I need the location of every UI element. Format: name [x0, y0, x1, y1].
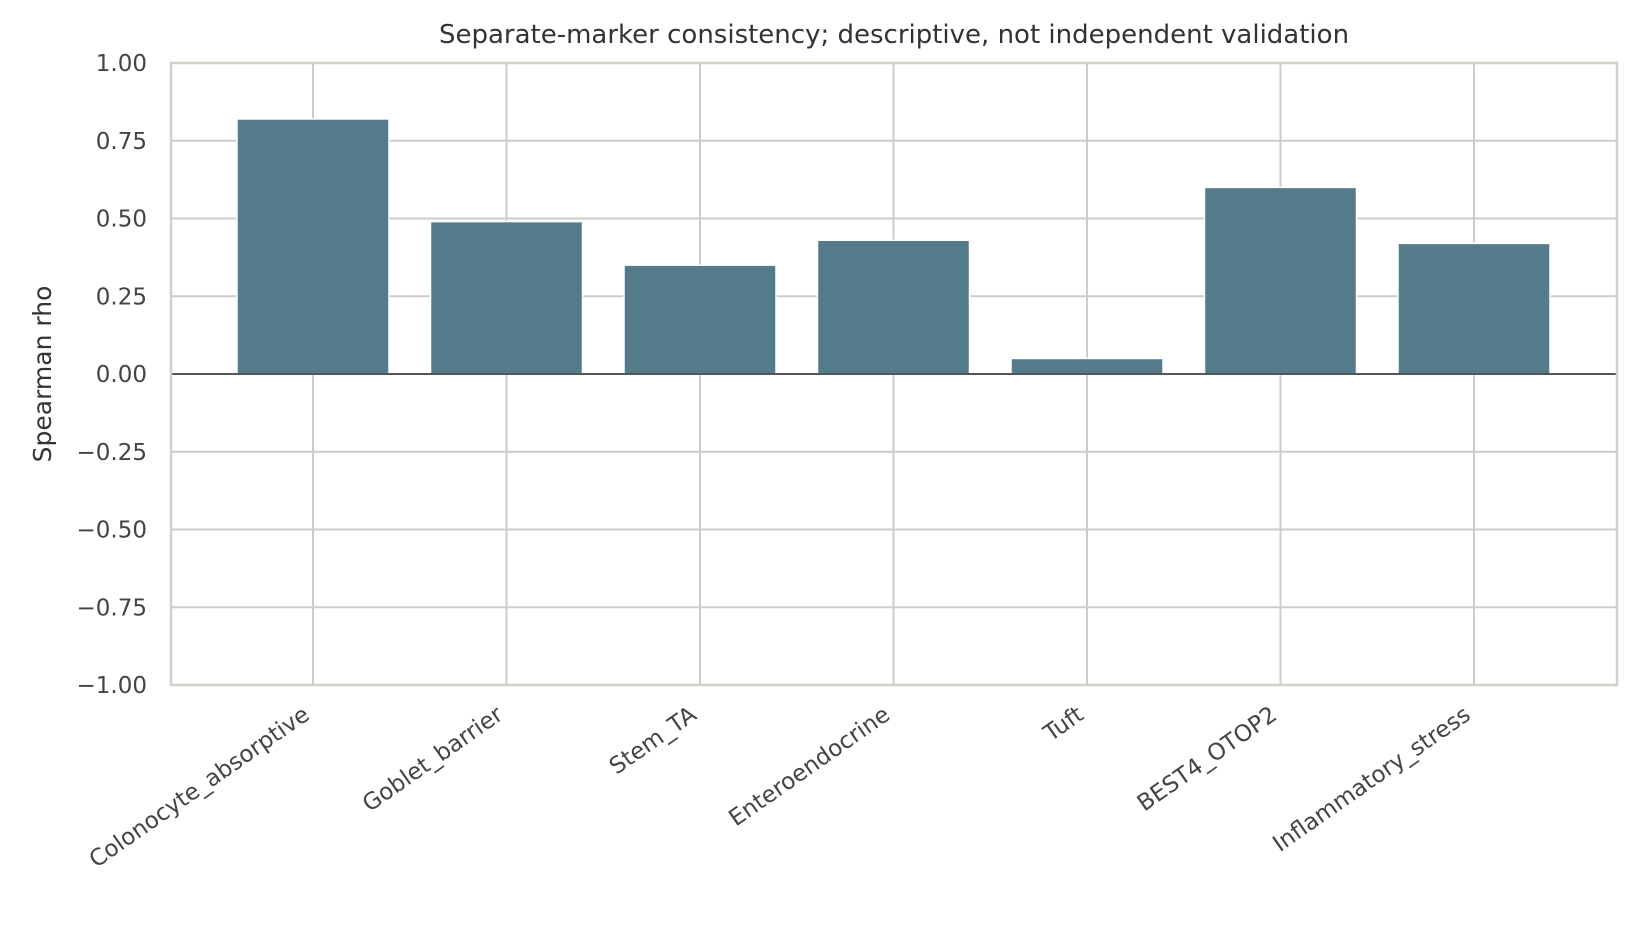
bar-colonocyte-absorptive	[236, 118, 390, 375]
bar-tuft	[1010, 357, 1164, 375]
y-tick-label: 0.00	[96, 362, 147, 388]
x-tick-label: Enteroendocrine	[724, 702, 894, 832]
y-tick-label: 0.25	[96, 284, 147, 310]
y-tick-label: 0.75	[96, 129, 147, 155]
y-tick-label: −0.50	[77, 518, 147, 544]
bar-enteroendocrine	[816, 239, 971, 375]
x-tick-label: Inflammatory_stress	[1268, 702, 1475, 858]
plot-frame	[169, 61, 1619, 687]
y-axis-label: Spearman rho	[28, 286, 57, 463]
bar-stem-ta	[623, 264, 777, 375]
x-tick-label: Stem_TA	[605, 701, 702, 780]
y-tick-label: −0.25	[77, 440, 147, 466]
bar-best4-otop2	[1203, 186, 1358, 375]
x-tick-label: BEST4_OTOP2	[1133, 702, 1282, 817]
x-tick-label: Tuft	[1038, 702, 1088, 748]
bar-goblet-barrier	[429, 220, 584, 375]
y-tick-label: 0.50	[96, 207, 147, 233]
y-tick-label: 1.00	[96, 51, 147, 77]
x-tick-label: Colonocyte_absorptive	[85, 702, 315, 874]
x-tick-label: Goblet_barrier	[358, 701, 508, 817]
bars	[236, 118, 1551, 375]
chart-title: Separate-marker consistency; descriptive…	[439, 20, 1349, 50]
y-tick-label: −1.00	[77, 673, 147, 699]
y-tick-label: −0.75	[77, 595, 147, 621]
bar-inflammatory-stress	[1397, 242, 1551, 375]
